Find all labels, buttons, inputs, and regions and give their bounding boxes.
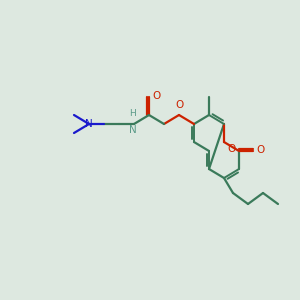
Text: O: O — [152, 91, 160, 101]
Text: H: H — [130, 109, 136, 118]
Text: O: O — [256, 145, 264, 155]
Text: O: O — [175, 100, 183, 110]
Text: N: N — [85, 119, 93, 129]
Text: N: N — [129, 125, 137, 135]
Text: O: O — [227, 144, 235, 154]
